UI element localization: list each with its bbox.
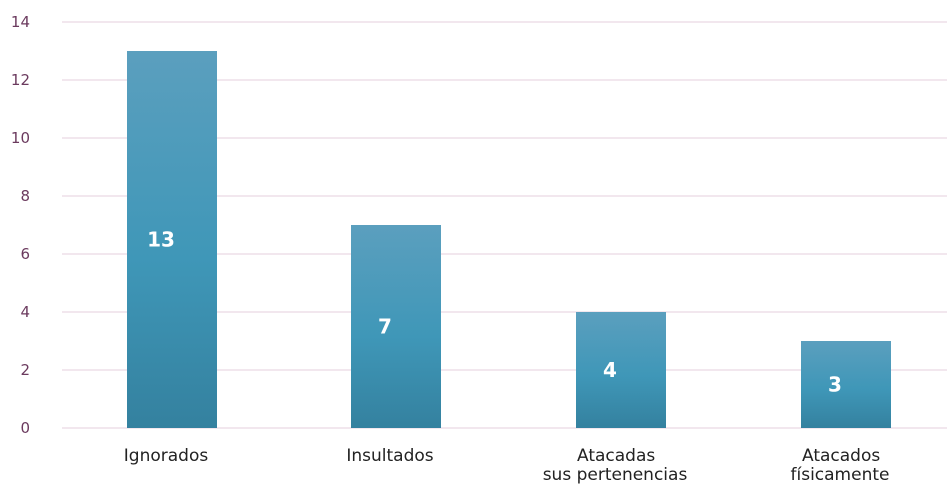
category-label: Atacadas sus pertenencias xyxy=(543,446,688,485)
bar-value-label: 4 xyxy=(603,358,617,382)
y-tick-label: 12 xyxy=(11,71,30,89)
category-label-line: Atacados xyxy=(802,446,880,466)
y-tick-label: 8 xyxy=(20,187,30,205)
category-label-line: Atacadas xyxy=(577,446,655,466)
category-label-line: físicamente xyxy=(791,465,890,485)
y-axis-tick-labels: 0 2 4 6 8 10 12 14 xyxy=(11,13,30,437)
data-labels: 13 7 4 3 xyxy=(147,228,842,397)
bars xyxy=(127,51,891,428)
y-tick-label: 2 xyxy=(20,361,30,379)
y-tick-label: 10 xyxy=(11,129,30,147)
category-label: Insultados xyxy=(346,446,433,466)
category-label-line: sus pertenencias xyxy=(543,465,688,485)
bar xyxy=(351,225,441,428)
y-tick-label: 4 xyxy=(20,303,30,321)
bar-value-label: 13 xyxy=(147,228,175,252)
bar xyxy=(801,341,891,428)
bar-value-label: 7 xyxy=(378,315,392,339)
bar xyxy=(576,312,666,428)
y-tick-label: 14 xyxy=(11,13,30,31)
category-labels: Ignorados Insultados Atacadas sus pertenenc… xyxy=(124,446,890,485)
y-tick-label: 6 xyxy=(20,245,30,263)
category-label: Ignorados xyxy=(124,446,209,466)
y-tick-label: 0 xyxy=(20,419,30,437)
category-label: Atacados físicamente xyxy=(791,446,890,485)
bar xyxy=(127,51,217,428)
bar-value-label: 3 xyxy=(828,373,842,397)
